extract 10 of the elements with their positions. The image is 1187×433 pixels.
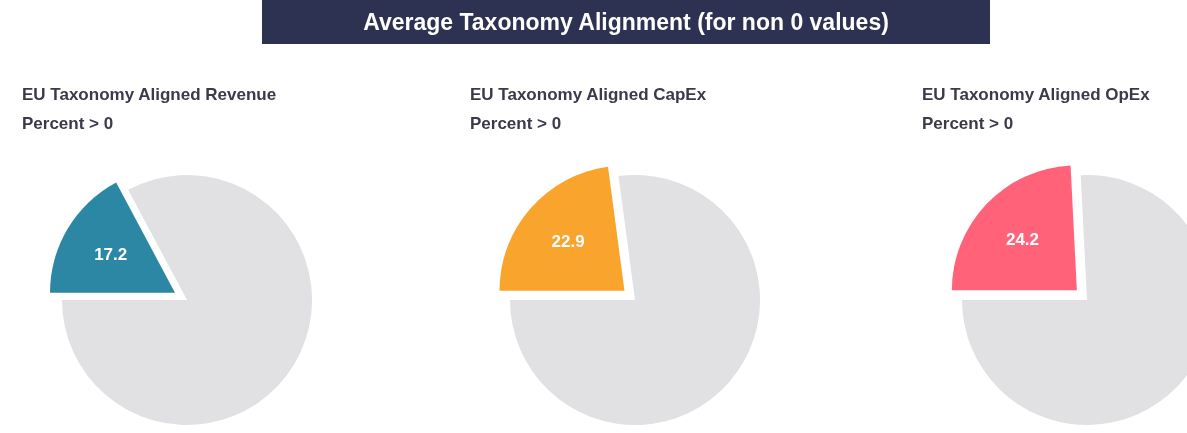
data-label: 17.2 [94,245,128,265]
chart-title: EU Taxonomy Aligned OpEx [922,85,1151,104]
chart-title: EU Taxonomy Aligned CapEx [470,85,707,104]
text: Average Taxonomy Alignment (for non 0 values) [363,9,889,35]
chart-subtitle: Percent > 0 [22,114,114,133]
chart-subtitle: Percent > 0 [922,114,1014,133]
data-label: 24.2 [1005,229,1040,249]
chart-subtitle: Percent > 0 [470,114,562,133]
chart-title: EU Taxonomy Aligned Revenue [22,85,277,104]
data-label: 22.9 [551,232,585,252]
